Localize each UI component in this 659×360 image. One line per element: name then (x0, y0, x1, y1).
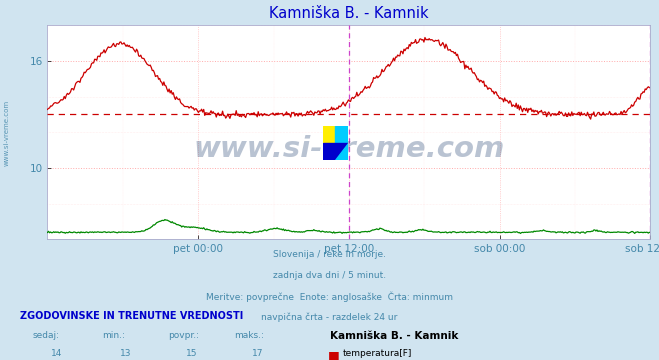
Text: Slovenija / reke in morje.: Slovenija / reke in morje. (273, 250, 386, 259)
Text: temperatura[F]: temperatura[F] (343, 349, 412, 358)
Text: ZGODOVINSKE IN TRENUTNE VREDNOSTI: ZGODOVINSKE IN TRENUTNE VREDNOSTI (20, 311, 243, 321)
Text: Kamniška B. - Kamnik: Kamniška B. - Kamnik (330, 331, 458, 341)
Text: min.:: min.: (102, 331, 125, 340)
Bar (323, 126, 335, 143)
Text: zadnja dva dni / 5 minut.: zadnja dva dni / 5 minut. (273, 271, 386, 280)
Text: maks.:: maks.: (234, 331, 264, 340)
Text: sedaj:: sedaj: (33, 331, 60, 340)
Polygon shape (323, 143, 348, 160)
Text: 15: 15 (186, 349, 198, 358)
Text: 17: 17 (252, 349, 264, 358)
Text: 13: 13 (121, 349, 132, 358)
Text: 14: 14 (51, 349, 63, 358)
Polygon shape (335, 143, 348, 160)
Bar (335, 126, 348, 143)
Text: povpr.:: povpr.: (168, 331, 199, 340)
Text: navpična črta - razdelek 24 ur: navpična črta - razdelek 24 ur (262, 313, 397, 322)
Text: www.si-vreme.com: www.si-vreme.com (3, 100, 10, 166)
Title: Kamniška B. - Kamnik: Kamniška B. - Kamnik (269, 6, 429, 21)
Text: www.si-vreme.com: www.si-vreme.com (193, 135, 505, 163)
Text: ■: ■ (328, 349, 339, 360)
Text: Meritve: povprečne  Enote: anglosaške  Črta: minmum: Meritve: povprečne Enote: anglosaške Črt… (206, 292, 453, 302)
